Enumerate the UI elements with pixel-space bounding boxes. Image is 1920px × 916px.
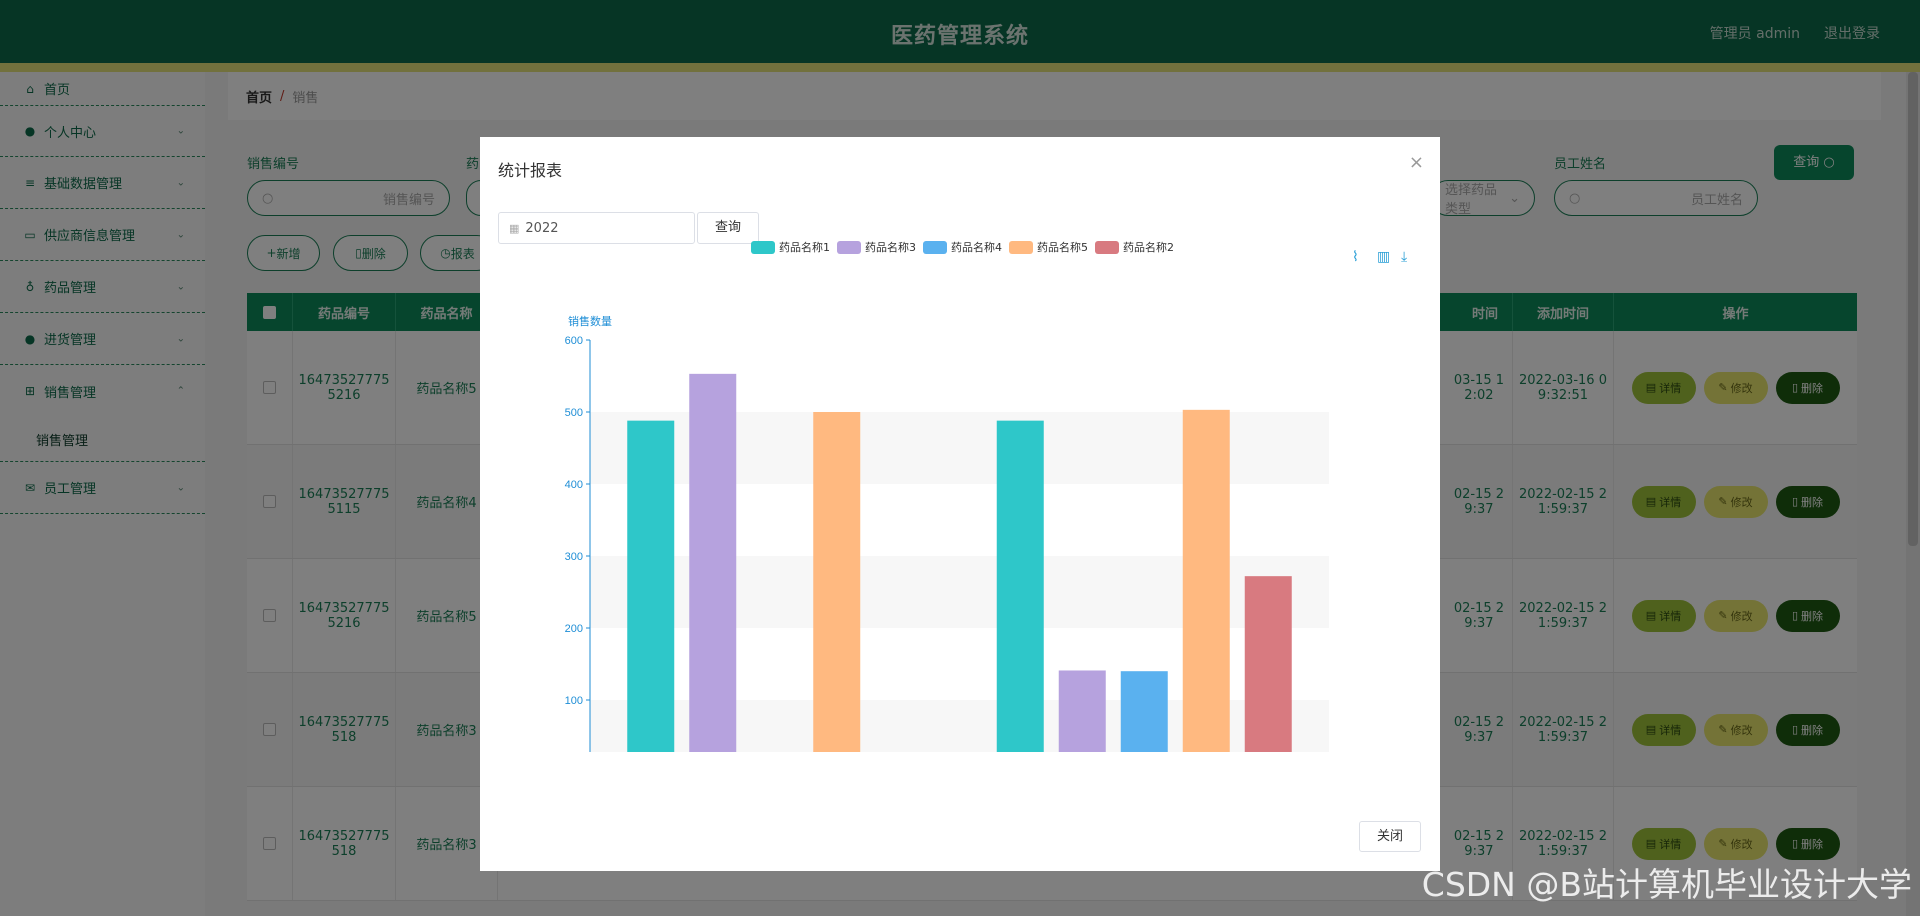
y-tick-label: 100: [565, 695, 583, 707]
dialog-close-button[interactable]: 关闭: [1359, 821, 1421, 852]
dialog-query-button[interactable]: 查询: [697, 212, 759, 244]
legend-swatch: [923, 241, 947, 254]
legend-label: 药品名称2: [1123, 240, 1174, 254]
chart-bar: [1120, 671, 1168, 752]
legend-label: 药品名称4: [951, 240, 1002, 254]
legend-label: 药品名称1: [779, 240, 830, 254]
chart-bar: [1244, 576, 1292, 752]
sales-bar-chart: 0100200300400500600销售数量月份2022-022022-03药…: [565, 240, 1329, 752]
watermark: CSDN @B站计算机毕业设计大学: [1421, 865, 1912, 904]
chart-bar: [1058, 670, 1106, 752]
dialog-title: 统计报表: [498, 161, 563, 180]
line-chart-icon[interactable]: ⌇: [1352, 249, 1359, 265]
legend-swatch: [837, 241, 861, 254]
y-tick-label: 200: [565, 623, 583, 635]
legend-label: 药品名称3: [865, 240, 916, 254]
y-tick-label: 400: [565, 479, 583, 491]
report-dialog: 统计报表 × ▦ 2022 查询 0100200300400500600销售数量…: [480, 137, 1440, 871]
year-value: 2022: [525, 220, 559, 236]
chart-bar: [1182, 409, 1230, 752]
y-tick-label: 600: [565, 335, 583, 347]
legend-swatch: [1009, 241, 1033, 254]
chart-bar: [996, 420, 1044, 752]
chart-bar: [689, 373, 737, 752]
calendar-icon: ▦: [509, 221, 520, 235]
y-tick-label: 500: [565, 407, 583, 419]
y-axis-title: 销售数量: [568, 314, 612, 328]
chart-bar: [813, 412, 861, 752]
legend-swatch: [751, 241, 775, 254]
legend-swatch: [1095, 241, 1119, 254]
bar-chart-icon[interactable]: ▥: [1377, 249, 1391, 265]
close-icon[interactable]: ×: [1408, 152, 1424, 173]
legend-label: 药品名称5: [1037, 240, 1088, 254]
year-picker[interactable]: ▦ 2022: [498, 212, 695, 244]
y-tick-label: 300: [565, 551, 583, 563]
chart-bar: [627, 420, 675, 752]
download-icon[interactable]: ⤓: [1401, 249, 1408, 265]
